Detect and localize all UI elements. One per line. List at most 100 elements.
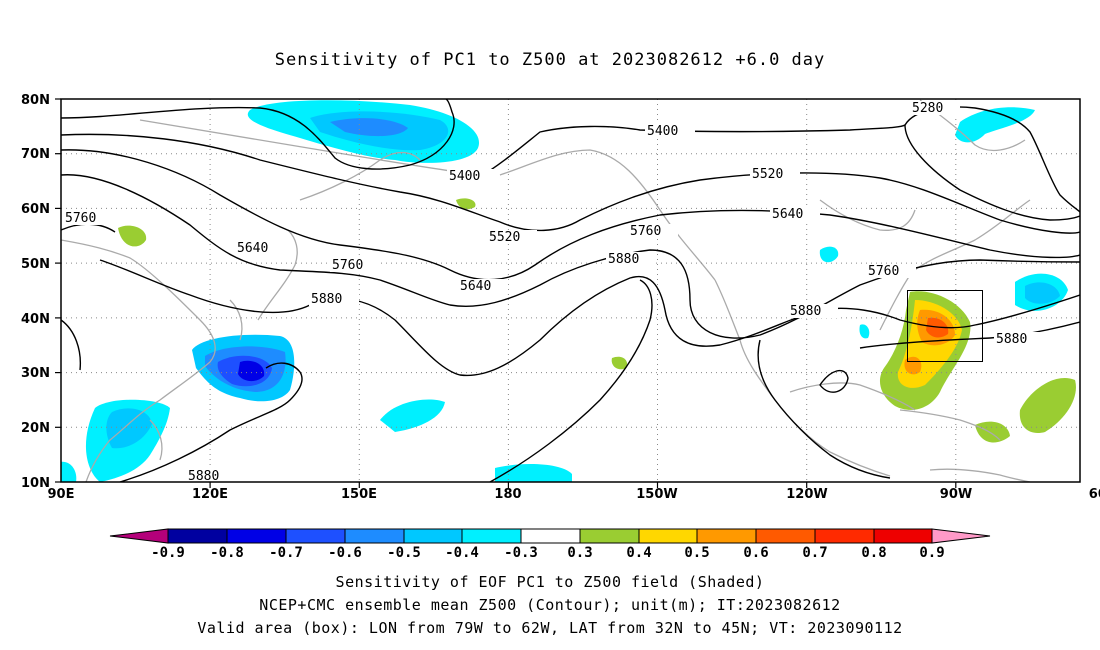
contour-label: 5760 bbox=[65, 211, 96, 226]
chart-title: Sensitivity of PC1 to Z500 at 2023082612… bbox=[274, 50, 826, 70]
contour-5880-south bbox=[119, 362, 303, 482]
lon-label: 90W bbox=[940, 487, 972, 502]
colorbar-label: -0.6 bbox=[328, 545, 362, 561]
colorbar-swatch bbox=[109, 528, 169, 544]
valid-area-box bbox=[907, 290, 983, 362]
contour-label: 5880 bbox=[790, 304, 821, 319]
shade-positive-japan bbox=[118, 225, 147, 247]
contour-label: 5760 bbox=[868, 264, 899, 279]
contour-5880-gulf bbox=[757, 339, 891, 479]
contour-5880 bbox=[99, 259, 1080, 377]
lon-label: 150W bbox=[636, 487, 677, 502]
z500-contours bbox=[61, 99, 1080, 482]
coastline-siberia bbox=[139, 119, 481, 176]
shade-positive-atlantic2 bbox=[975, 421, 1010, 443]
coastline-alaska bbox=[499, 149, 716, 281]
colorbar-label: -0.5 bbox=[387, 545, 421, 561]
shade-negative-small1 bbox=[819, 246, 839, 263]
footer-contour-caption: NCEP+CMC ensemble mean Z500 (Contour); u… bbox=[259, 596, 841, 614]
footer-valid-area-caption: Valid area (box): LON from 79W to 62W, L… bbox=[197, 619, 903, 637]
colorbar-label: -0.9 bbox=[151, 545, 185, 561]
coastline-east-asia bbox=[61, 239, 216, 482]
colorbar bbox=[109, 528, 991, 544]
lat-axis: 80N 70N 60N 50N 40N 30N 20N 10N bbox=[21, 93, 50, 491]
footer-shading-caption: Sensitivity of EOF PC1 to Z500 field (Sh… bbox=[335, 573, 765, 591]
contour-label: 5520 bbox=[752, 167, 783, 182]
colorbar-label: 0.5 bbox=[684, 545, 709, 561]
coastline-south-america bbox=[929, 468, 1031, 482]
shade-positive-small-bering bbox=[456, 198, 476, 210]
lon-label: 180 bbox=[494, 487, 521, 502]
colorbar-swatch bbox=[814, 528, 875, 544]
lat-label: 10N bbox=[21, 476, 50, 491]
contour-5880-east bbox=[859, 321, 1080, 349]
shade-negative-arctic-core bbox=[330, 118, 408, 137]
colorbar-label: 0.6 bbox=[743, 545, 768, 561]
contour-5880-scs bbox=[61, 319, 82, 371]
contour-label: 5280 bbox=[912, 101, 943, 116]
lon-ticks bbox=[209, 482, 957, 488]
coastline-caribbean bbox=[899, 409, 1001, 441]
lat-label: 30N bbox=[21, 366, 50, 381]
colorbar-label: -0.4 bbox=[445, 545, 479, 561]
lon-label: 150E bbox=[341, 487, 377, 502]
colorbar-swatch bbox=[755, 528, 816, 544]
colorbar-swatch bbox=[931, 528, 991, 544]
lat-label: 60N bbox=[21, 202, 50, 217]
contour-labels: 5280 5400 5400 5520 5520 5640 5640 5640 … bbox=[63, 101, 1044, 484]
contour-label: 5640 bbox=[772, 207, 803, 222]
shade-negative-central bbox=[380, 399, 445, 432]
colorbar-label: 0.3 bbox=[567, 545, 592, 561]
lat-label: 40N bbox=[21, 312, 50, 327]
colorbar-labels: -0.9 -0.8 -0.7 -0.6 -0.5 -0.4 -0.3 0.3 0… bbox=[151, 545, 945, 561]
shade-negative-small2 bbox=[859, 324, 870, 339]
colorbar-swatch bbox=[638, 528, 698, 544]
lat-label: 50N bbox=[21, 257, 50, 272]
colorbar-label: 0.7 bbox=[802, 545, 827, 561]
colorbar-swatch bbox=[873, 528, 933, 544]
lon-label: 60W bbox=[1089, 487, 1100, 502]
colorbar-swatch bbox=[520, 528, 581, 544]
contour-label: 5760 bbox=[332, 258, 363, 273]
shade-negative-atlantic-inner bbox=[1025, 282, 1060, 304]
contour-5400 bbox=[61, 99, 1080, 221]
colorbar-label: -0.3 bbox=[504, 545, 538, 561]
colorbar-swatch bbox=[579, 528, 640, 544]
lat-label: 70N bbox=[21, 147, 50, 162]
contour-label: 5880 bbox=[608, 252, 639, 267]
contour-label: 5400 bbox=[449, 169, 480, 184]
sensitivity-shading bbox=[61, 100, 1076, 482]
contour-label: 5520 bbox=[489, 230, 520, 245]
coastlines bbox=[61, 99, 1031, 482]
colorbar-label: 0.9 bbox=[919, 545, 944, 561]
colorbar-label: 0.4 bbox=[626, 545, 651, 561]
coastline-philippines bbox=[149, 419, 163, 461]
colorbar-label: -0.7 bbox=[269, 545, 303, 561]
contour-5640 bbox=[61, 149, 1080, 281]
colorbar-label: -0.8 bbox=[210, 545, 244, 561]
contour-label: 5880 bbox=[311, 292, 342, 307]
lon-label: 120W bbox=[786, 487, 827, 502]
contour-label: 5880 bbox=[188, 469, 219, 484]
coastline-gulf bbox=[789, 382, 916, 411]
contour-label: 5880 bbox=[996, 332, 1027, 347]
contour-5520 bbox=[61, 133, 1080, 234]
shade-positive-atlantic1 bbox=[1019, 378, 1076, 434]
lon-axis: 90E 120E 150E 180 150W 120W 90W 60W bbox=[48, 487, 1100, 502]
coastline-japan bbox=[257, 229, 298, 321]
colorbar-swatch bbox=[403, 528, 463, 544]
colorbar-swatch bbox=[696, 528, 757, 544]
contour-label: 5400 bbox=[647, 124, 678, 139]
shade-positive-small-pacific bbox=[611, 356, 628, 370]
colorbar-label: 0.8 bbox=[861, 545, 886, 561]
shade-negative-scs-inner bbox=[106, 408, 152, 449]
colorbar-swatch bbox=[167, 528, 228, 544]
contour-label: 5640 bbox=[460, 279, 491, 294]
lat-label: 20N bbox=[21, 421, 50, 436]
shade-negative-ecs-peak bbox=[238, 360, 265, 382]
contour-5880-loop bbox=[819, 369, 849, 393]
contour-5880-central bbox=[489, 279, 653, 482]
contour-label: 5640 bbox=[237, 241, 268, 256]
colorbar-swatch bbox=[285, 528, 346, 544]
